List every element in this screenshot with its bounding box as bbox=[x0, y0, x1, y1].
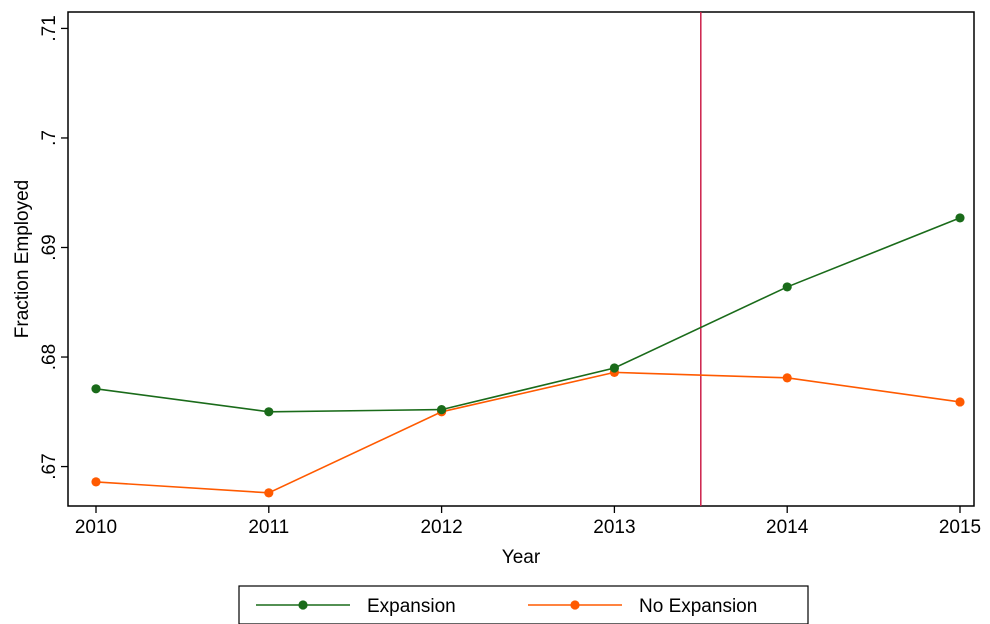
data-point bbox=[955, 397, 965, 407]
y-tick-label: .7 bbox=[39, 130, 60, 146]
x-tick-label: 2011 bbox=[248, 517, 289, 538]
data-point bbox=[782, 373, 792, 383]
y-tick-label: .69 bbox=[39, 234, 60, 260]
legend-swatch-marker bbox=[298, 600, 308, 610]
x-tick-label: 2012 bbox=[420, 517, 462, 538]
y-axis-title: Fraction Employed bbox=[12, 180, 33, 338]
data-point bbox=[955, 213, 965, 223]
series-layer bbox=[91, 213, 965, 498]
y-axis: .67 .68 .69 .7 .71 bbox=[39, 15, 68, 480]
x-tick-label: 2013 bbox=[593, 517, 635, 538]
y-tick-label: .67 bbox=[39, 453, 60, 479]
data-point bbox=[91, 384, 101, 394]
series-line-0 bbox=[95, 217, 961, 413]
data-point bbox=[609, 363, 620, 373]
y-tick-label: .68 bbox=[39, 344, 60, 370]
data-point bbox=[264, 407, 274, 417]
x-axis: 2010 2011 2012 2013 2014 2015 bbox=[75, 506, 981, 538]
plot-frame bbox=[67, 11, 975, 507]
y-tick-label: .71 bbox=[39, 15, 60, 41]
data-point bbox=[437, 405, 447, 415]
legend-label: No Expansion bbox=[639, 596, 757, 617]
legend-label: Expansion bbox=[367, 596, 456, 617]
x-tick-label: 2010 bbox=[75, 517, 117, 538]
legend: Expansion No Expansion bbox=[238, 585, 809, 624]
x-tick-label: 2015 bbox=[939, 517, 981, 538]
x-tick-label: 2014 bbox=[766, 517, 809, 538]
data-point bbox=[782, 282, 792, 292]
series-line-1 bbox=[95, 371, 961, 494]
legend-swatch-marker bbox=[570, 600, 580, 610]
x-axis-title: Year bbox=[502, 547, 541, 568]
data-point bbox=[91, 477, 101, 487]
data-point bbox=[264, 488, 274, 498]
